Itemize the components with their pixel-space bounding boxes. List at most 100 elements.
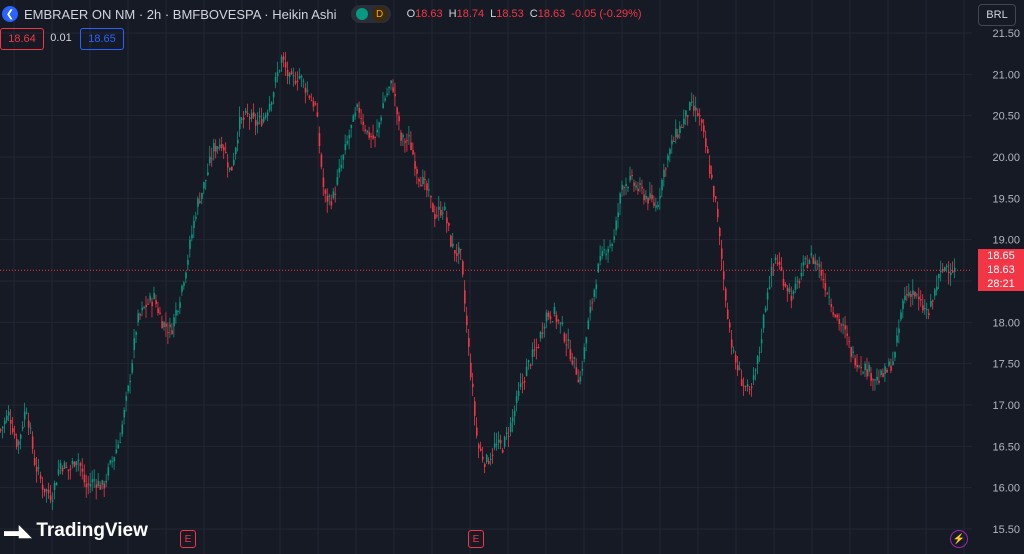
candle — [454, 250, 456, 262]
candle-body — [740, 379, 743, 386]
currency-button[interactable]: BRL — [978, 4, 1016, 26]
candle-body — [567, 339, 570, 341]
candle — [691, 92, 693, 107]
candle — [746, 379, 749, 392]
candle — [362, 113, 365, 132]
candle — [478, 442, 480, 459]
candle-body — [591, 302, 594, 304]
candle-body — [476, 427, 478, 436]
candle-body — [109, 460, 112, 464]
candle — [760, 328, 763, 353]
candle-body — [593, 289, 596, 297]
candle-body — [57, 469, 60, 475]
candle-body — [587, 320, 590, 330]
candle-body — [595, 284, 598, 290]
candle-body — [565, 344, 568, 346]
candle-body — [687, 115, 689, 117]
candle — [350, 124, 353, 138]
candle — [304, 82, 307, 104]
candle-body — [583, 347, 586, 360]
candle — [125, 391, 128, 412]
candle — [27, 412, 30, 436]
candle-body — [904, 295, 906, 301]
candle — [458, 241, 460, 264]
candle-body — [501, 449, 504, 453]
candle — [711, 165, 713, 180]
candle — [173, 313, 175, 338]
candle-body — [470, 362, 472, 378]
sell-price-button[interactable]: 18.64 — [0, 28, 44, 50]
candle — [316, 102, 319, 118]
candle-body — [424, 179, 426, 181]
candle — [67, 469, 70, 480]
candle-body — [71, 461, 74, 465]
candle — [193, 215, 195, 239]
symbol-title[interactable]: EMBRAER ON NM · 2h · BMFBOVESPA · Heikin… — [24, 6, 337, 22]
candle-body — [231, 166, 233, 171]
candle-body — [637, 188, 639, 191]
candle-body — [898, 328, 900, 333]
candle-body — [485, 454, 488, 463]
candle — [326, 188, 329, 213]
lightning-event-icon[interactable]: ⚡ — [950, 530, 968, 548]
candle — [798, 278, 801, 289]
candle — [191, 225, 193, 242]
candle-body — [434, 214, 436, 220]
candle — [394, 82, 396, 107]
candle — [466, 306, 468, 333]
candle — [364, 124, 367, 134]
candle-body — [842, 324, 845, 326]
candle-body — [179, 302, 181, 308]
candle — [266, 109, 269, 122]
candle-body — [400, 132, 402, 141]
ask-price-label: 18.65 — [978, 249, 1024, 264]
candle-body — [209, 156, 211, 164]
candle-body — [541, 332, 544, 334]
candle-body — [880, 370, 882, 375]
candle-body — [549, 316, 552, 320]
status-indicators[interactable]: D — [350, 5, 391, 23]
candle — [722, 260, 725, 291]
candle — [663, 163, 665, 187]
candle — [489, 452, 492, 466]
candle-body — [677, 134, 679, 138]
candle — [744, 385, 747, 392]
candle-body — [689, 101, 691, 111]
candle — [607, 245, 610, 263]
price-tick-label: 19.50 — [992, 193, 1020, 205]
candle — [647, 196, 649, 211]
candle — [203, 181, 205, 195]
candle-body — [838, 319, 841, 324]
candle — [75, 460, 78, 472]
candle-body — [491, 454, 494, 456]
candle-body — [499, 440, 502, 444]
candle — [472, 372, 474, 396]
candle-body — [107, 467, 110, 476]
candle — [169, 317, 171, 338]
candle — [177, 309, 179, 316]
candle — [750, 382, 753, 397]
buy-price-button[interactable]: 18.65 — [80, 28, 124, 50]
candle-body — [53, 483, 56, 490]
candle-body — [422, 177, 424, 185]
candle — [384, 95, 386, 103]
candle — [215, 139, 217, 159]
earnings-event-icon[interactable]: E — [180, 530, 196, 548]
candle-body — [346, 140, 349, 144]
back-arrow-icon[interactable]: ❮ — [2, 6, 18, 22]
candle — [788, 283, 791, 295]
candle-body — [11, 428, 14, 433]
tradingview-logo[interactable]: ▬◣ TradingView — [4, 520, 148, 542]
candle-body — [147, 303, 149, 305]
candle — [41, 476, 44, 499]
candle-body — [29, 427, 32, 429]
candle — [103, 480, 106, 497]
candle-body — [561, 322, 564, 325]
candle-body — [657, 205, 659, 207]
low-value: 18.53 — [496, 8, 524, 20]
candle — [537, 343, 540, 349]
candle — [569, 339, 572, 362]
earnings-event-icon[interactable]: E — [468, 530, 484, 548]
candle-body — [328, 195, 331, 197]
